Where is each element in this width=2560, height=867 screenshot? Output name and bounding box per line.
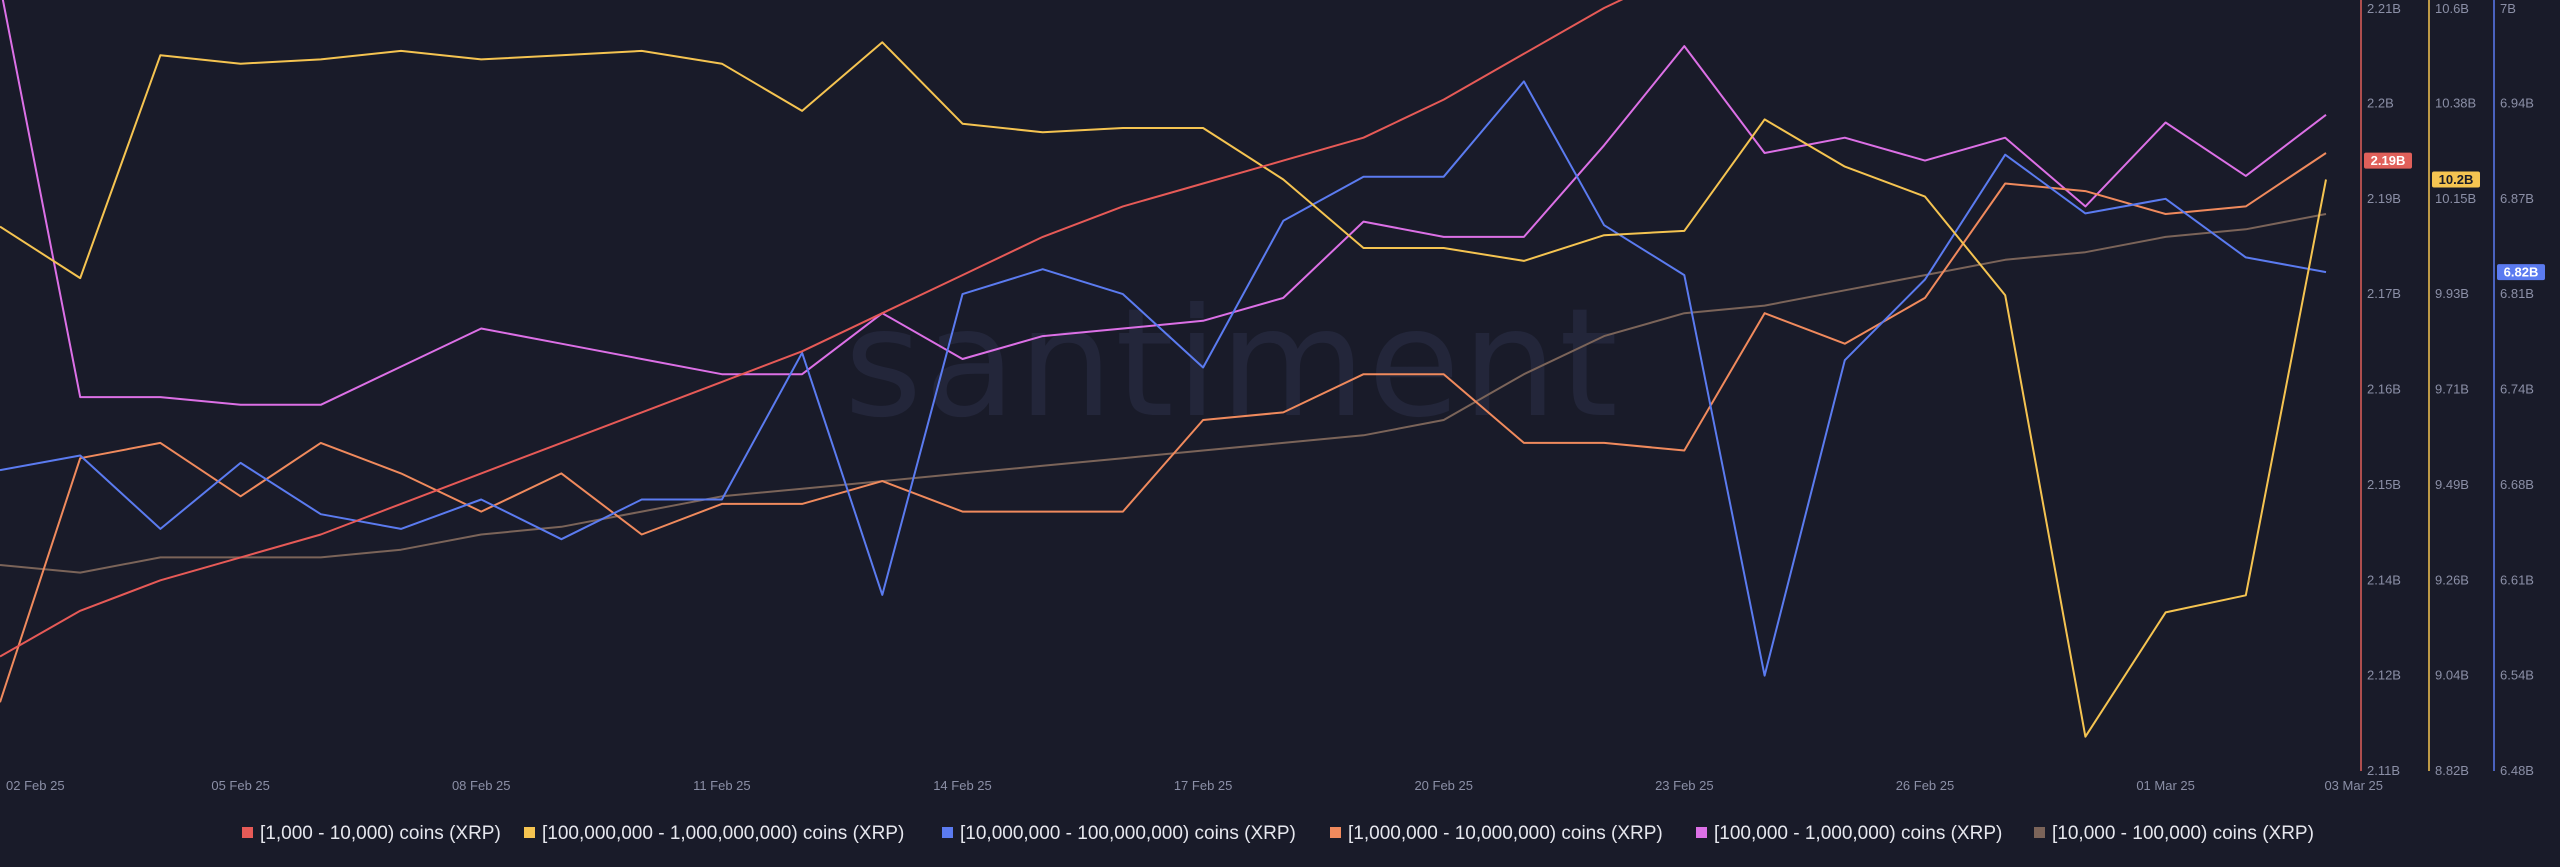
legend-swatch[interactable]	[242, 827, 253, 838]
y-tick-label: 10.38B	[2435, 95, 2476, 110]
legend-swatch[interactable]	[1696, 827, 1707, 838]
legend-item-1[interactable]: [1,000 - 10,000) coins (XRP)	[260, 823, 501, 844]
y-tick-label: 9.71B	[2435, 382, 2469, 397]
x-tick-label: 01 Mar 25	[2136, 778, 2195, 793]
x-tick-label: 26 Feb 25	[1896, 778, 1955, 793]
y-tick-label: 6.48B	[2500, 763, 2534, 778]
x-tick-label: 20 Feb 25	[1414, 778, 1473, 793]
y-tick-label: 2.2B	[2367, 95, 2394, 110]
legend-item-5[interactable]: [100,000 - 1,000,000) coins (XRP)	[1714, 823, 2002, 844]
x-tick-label: 17 Feb 25	[1174, 778, 1233, 793]
y-tick-label: 6.61B	[2500, 572, 2534, 587]
x-axis: 02 Feb 25 05 Feb 25 08 Feb 25 11 Feb 25 14 F…	[6, 778, 2383, 793]
legend-item-3[interactable]: [10,000,000 - 100,000,000) coins (XRP)	[960, 823, 1296, 844]
y-tick-label: 2.12B	[2367, 668, 2401, 683]
x-tick-label: 03 Mar 25	[2324, 778, 2383, 793]
legend-item-6[interactable]: [10,000 - 100,000) coins (XRP)	[2052, 823, 2314, 844]
y-tick-label: 2.14B	[2367, 572, 2401, 587]
legend-swatch[interactable]	[942, 827, 953, 838]
x-tick-label: 14 Feb 25	[933, 778, 992, 793]
series-line-1	[0, 0, 1624, 658]
series-line-6	[0, 213, 2327, 574]
legend-item-4[interactable]: [1,000,000 - 10,000,000) coins (XRP)	[1348, 823, 1663, 844]
y-tick-label: 2.15B	[2367, 477, 2401, 492]
legend-swatch[interactable]	[1330, 827, 1341, 838]
y-tick-label: 2.19B	[2367, 191, 2401, 206]
y-tick-label: 6.54B	[2500, 668, 2534, 683]
y-tick-label: 2.21B	[2367, 1, 2401, 16]
y-tick-label: 6.81B	[2500, 286, 2534, 301]
y-tick-label: 6.94B	[2500, 95, 2534, 110]
legend-swatch[interactable]	[524, 827, 535, 838]
x-tick-label: 05 Feb 25	[211, 778, 270, 793]
value-badge-3	[2497, 264, 2545, 281]
y-tick-label: 8.82B	[2435, 763, 2469, 778]
legend[interactable]: [1,000 - 10,000) coins (XRP) [100,000,000…	[242, 823, 2314, 844]
legend-swatch[interactable]	[2034, 827, 2045, 838]
x-tick-label: 02 Feb 25	[6, 778, 65, 793]
y-tick-label: 6.87B	[2500, 191, 2534, 206]
y-tick-label: 2.17B	[2367, 286, 2401, 301]
series-line-3	[0, 80, 2327, 677]
value-badge-2	[2432, 171, 2480, 188]
value-badge-label: 10.2B	[2439, 172, 2474, 187]
series-line-5	[1, 0, 2327, 406]
y-tick-label: 7B	[2500, 1, 2516, 16]
y-tick-label: 2.11B	[2367, 763, 2400, 778]
y-tick-label: 9.93B	[2435, 286, 2469, 301]
series-line-2	[0, 41, 2327, 738]
value-badge-label: 6.82B	[2504, 265, 2539, 280]
x-tick-label: 08 Feb 25	[452, 778, 511, 793]
x-tick-label: 23 Feb 25	[1655, 778, 1714, 793]
y-tick-label: 6.68B	[2500, 477, 2534, 492]
y-tick-label: 10.15B	[2435, 191, 2476, 206]
x-tick-label: 11 Feb 25	[693, 778, 751, 793]
y-tick-label: 9.49B	[2435, 477, 2469, 492]
y-tick-label: 9.04B	[2435, 668, 2469, 683]
y-tick-label: 10.6B	[2435, 1, 2469, 16]
legend-item-2[interactable]: [100,000,000 - 1,000,000,000) coins (XRP…	[542, 823, 904, 844]
y-axes: 2.21B 2.2B 2.19B 2.17B 2.16B 2.15B 2.14B 2.12B 2…	[2360, 0, 2545, 778]
y-tick-label: 6.74B	[2500, 382, 2534, 397]
y-tick-label: 2.16B	[2367, 382, 2401, 397]
y-tick-label: 9.26B	[2435, 572, 2469, 587]
series-line-4	[0, 152, 2327, 703]
value-badge-label: 2.19B	[2371, 153, 2406, 168]
watermark: santiment	[844, 277, 1620, 451]
value-badge-1	[2364, 152, 2412, 169]
series-layer	[0, 0, 2327, 738]
